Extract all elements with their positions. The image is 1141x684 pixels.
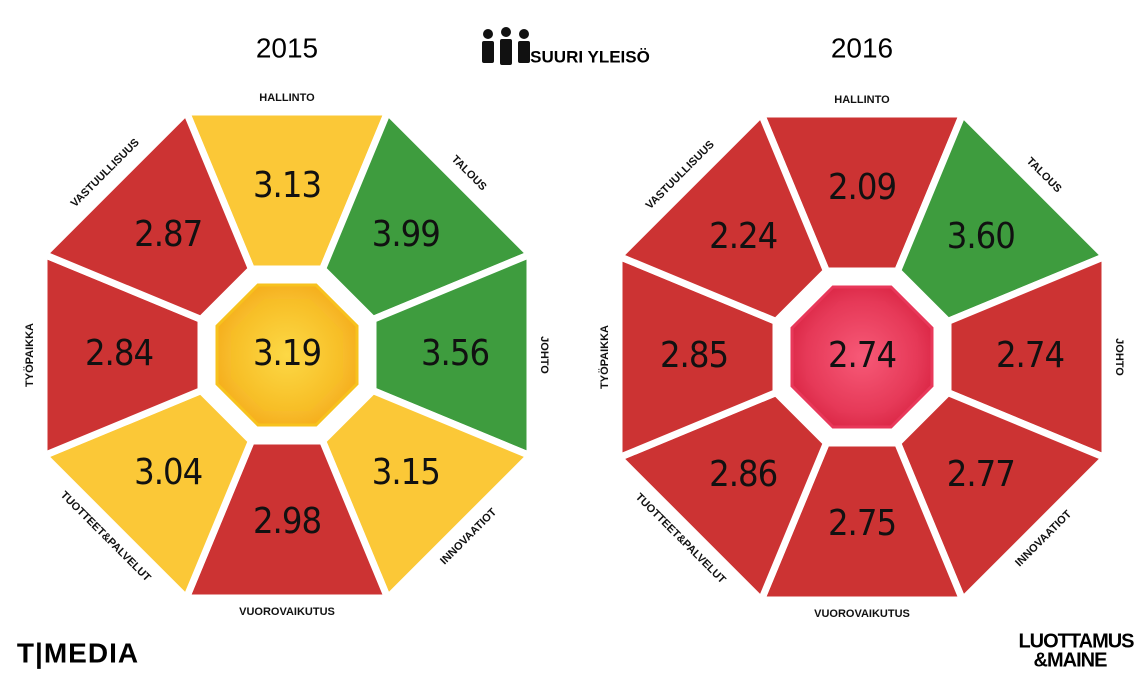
segment-label: VUOROVAIKUTUS [239, 606, 335, 618]
lm-logo-bottom: &MAINE [1034, 649, 1108, 671]
segment-value: 2.86 [709, 454, 777, 495]
segment-value: 3.99 [372, 214, 440, 255]
segment-value: 2.77 [947, 454, 1015, 495]
tmedia-logo: T|MEDIA [17, 637, 139, 668]
segment-label: JOHTO [538, 336, 550, 374]
segment-value: 2.87 [134, 214, 202, 255]
center-value: 3.19 [253, 333, 321, 374]
segment-value: 3.13 [253, 165, 321, 206]
segment-value: 3.56 [421, 333, 489, 374]
year: 2015 [256, 32, 318, 63]
center-facet [806, 301, 918, 413]
audience-icon [482, 27, 530, 65]
segment-label: JOHTO [1113, 338, 1125, 376]
segment-value: 2.75 [828, 503, 896, 544]
segment-value: 3.60 [947, 216, 1015, 257]
segment-label: TYÖPAIKKA [23, 323, 36, 387]
segment-value: 3.04 [134, 452, 202, 493]
audience: SUURI YLEISÖ [530, 47, 650, 66]
center-value: 2.74 [828, 335, 896, 376]
segment-value: 2.98 [253, 501, 321, 542]
segment-label: VUOROVAIKUTUS [814, 608, 910, 620]
segment-value: 2.74 [996, 335, 1064, 376]
segment-label: HALLINTO [834, 94, 890, 106]
segment-value: 2.85 [660, 335, 728, 376]
center [215, 283, 359, 427]
center [790, 285, 934, 429]
segment-value: 2.24 [709, 216, 777, 257]
segment-label: HALLINTO [259, 92, 315, 104]
year: 2016 [831, 32, 893, 63]
segment-label: TYÖPAIKKA [598, 325, 611, 389]
segment-value: 2.09 [828, 167, 896, 208]
segment-value: 3.15 [372, 452, 440, 493]
segment [612, 107, 831, 326]
segment [37, 105, 256, 324]
segment-value: 2.84 [85, 333, 153, 374]
lm-logo-top: LUOTTAMUS [1018, 630, 1134, 652]
center-facet [231, 299, 343, 411]
